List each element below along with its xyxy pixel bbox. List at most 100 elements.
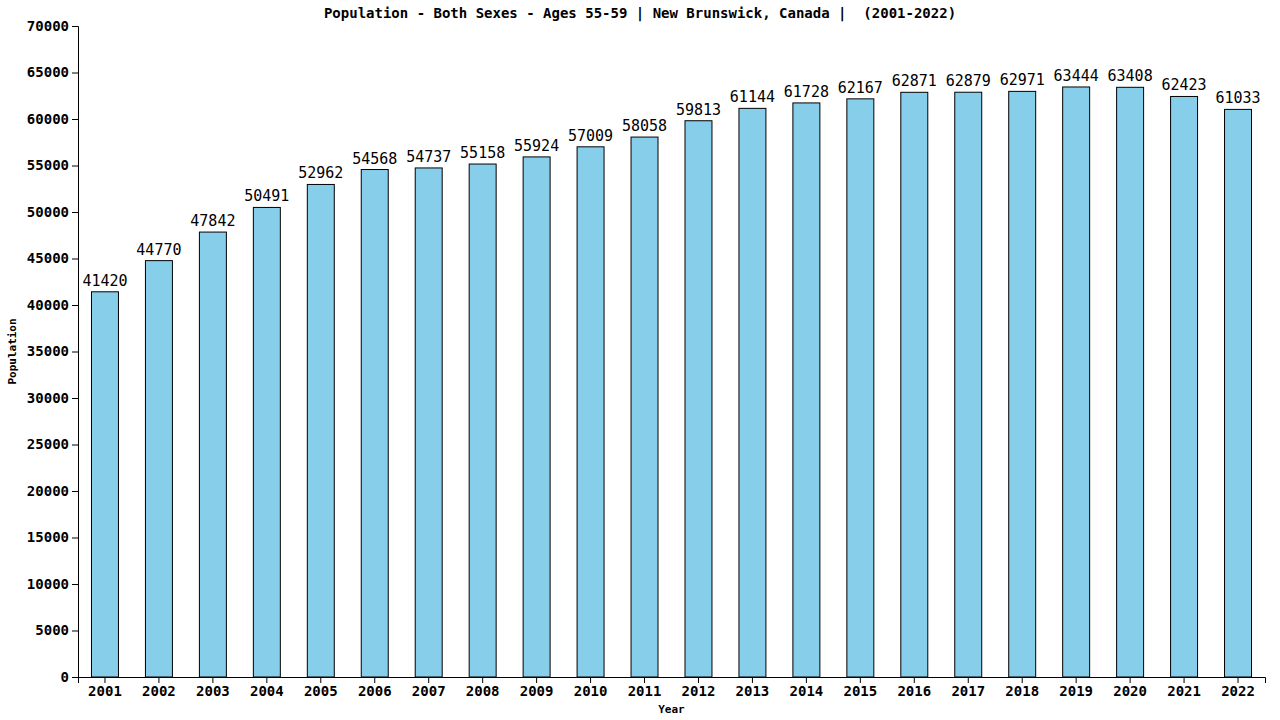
x-tick: 2018	[1005, 677, 1039, 699]
y-tick-label: 30000	[27, 390, 69, 406]
data-label: 59813	[676, 101, 721, 119]
x-tick-label: 2018	[1005, 683, 1039, 699]
y-tick: 25000	[27, 436, 78, 452]
bar	[91, 292, 118, 677]
x-tick-label: 2002	[142, 683, 176, 699]
y-tick: 40000	[27, 297, 78, 313]
y-tick-mark	[72, 398, 78, 399]
x-tick-label: 2016	[897, 683, 931, 699]
bar	[1063, 87, 1090, 677]
data-label: 44770	[136, 241, 181, 259]
bar	[1009, 91, 1036, 677]
x-tick: 2002	[142, 677, 176, 699]
y-tick-label: 50000	[27, 204, 69, 220]
data-label: 62423	[1161, 76, 1206, 94]
y-tick-mark	[72, 73, 78, 74]
chart: 0 5000 10000 15000 20000 25000 30000 35000 40000…	[0, 0, 1280, 720]
bar	[739, 108, 766, 677]
x-tick-label: 2013	[736, 683, 770, 699]
data-label: 62971	[1000, 71, 1045, 89]
data-label: 61033	[1215, 89, 1260, 107]
bar	[253, 207, 280, 677]
y-tick-mark	[72, 212, 78, 213]
y-tick-mark	[72, 305, 78, 306]
bars	[91, 87, 1251, 677]
y-tick: 20000	[27, 483, 78, 499]
x-tick-label: 2006	[358, 683, 392, 699]
y-tick-mark	[72, 166, 78, 167]
x-tick-label: 2011	[628, 683, 662, 699]
x-tick-label: 2021	[1167, 683, 1201, 699]
y-tick-mark	[72, 631, 78, 632]
bar	[577, 147, 604, 677]
bar	[1171, 96, 1198, 677]
y-axis-title: Population	[6, 318, 19, 384]
x-tick: 2017	[951, 677, 985, 699]
bar	[955, 92, 982, 677]
y-tick: 10000	[27, 576, 78, 592]
bar	[361, 170, 388, 677]
y-tick-label: 35000	[27, 343, 69, 359]
bar	[793, 103, 820, 677]
y-tick-label: 15000	[27, 529, 69, 545]
y-tick: 50000	[27, 204, 78, 220]
data-label: 61728	[784, 83, 829, 101]
data-label: 55924	[514, 137, 559, 155]
x-tick: 2022	[1221, 677, 1255, 699]
y-tick-label: 5000	[35, 622, 69, 638]
y-tick: 45000	[27, 250, 78, 266]
y-axis-line	[72, 27, 79, 678]
x-tick: 2005	[304, 677, 338, 699]
y-tick: 35000	[27, 343, 78, 359]
y-tick-label: 45000	[27, 250, 69, 266]
bar	[145, 261, 172, 677]
x-tick-label: 2022	[1221, 683, 1255, 699]
x-tick: 2001	[88, 677, 122, 699]
plot: 0 5000 10000 15000 20000 25000 30000 35000 40000…	[27, 18, 1266, 699]
y-tick: 70000	[27, 18, 78, 34]
x-tick: 2019	[1059, 677, 1093, 699]
bar	[415, 168, 442, 677]
data-label: 58058	[622, 117, 667, 135]
bar	[685, 121, 712, 677]
y-tick-label: 70000	[27, 18, 69, 34]
x-tick: 2021	[1167, 677, 1201, 699]
y-tick: 15000	[27, 529, 78, 545]
data-label: 41420	[82, 272, 127, 290]
y-tick-mark	[72, 677, 78, 678]
bar	[199, 232, 226, 677]
x-tick-label: 2020	[1113, 683, 1147, 699]
y-tick-label: 20000	[27, 483, 69, 499]
data-label: 57009	[568, 127, 613, 145]
x-tick-label: 2009	[520, 683, 554, 699]
y-tick-mark	[72, 352, 78, 353]
data-label: 50491	[244, 187, 289, 205]
x-tick-label: 2017	[951, 683, 985, 699]
y-tick-label: 0	[61, 669, 69, 685]
y-tick-label: 25000	[27, 436, 69, 452]
x-tick: 2006	[358, 677, 392, 699]
x-tick: 2004	[250, 677, 284, 699]
bar	[847, 99, 874, 677]
bar	[307, 184, 334, 677]
x-tick-label: 2003	[196, 683, 230, 699]
data-label: 62167	[838, 79, 883, 97]
y-tick-label: 40000	[27, 297, 69, 313]
data-label: 63408	[1108, 67, 1153, 85]
x-axis-title: Year	[658, 703, 685, 716]
y-tick-mark	[72, 584, 78, 585]
x-tick: 2008	[466, 677, 500, 699]
x-tick: 2010	[574, 677, 608, 699]
bar	[631, 137, 658, 677]
data-label: 54737	[406, 148, 451, 166]
x-axis: 2001200220032004200520062007200820092010…	[79, 677, 1266, 699]
x-tick-label: 2014	[790, 683, 824, 699]
y-tick: 60000	[27, 111, 78, 127]
x-tick: 2011	[628, 677, 662, 699]
y-tick-label: 60000	[27, 111, 69, 127]
y-tick: 30000	[27, 390, 78, 406]
data-label: 62879	[946, 72, 991, 90]
bar	[901, 92, 928, 677]
x-tick-label: 2001	[88, 683, 122, 699]
x-tick-label: 2019	[1059, 683, 1093, 699]
